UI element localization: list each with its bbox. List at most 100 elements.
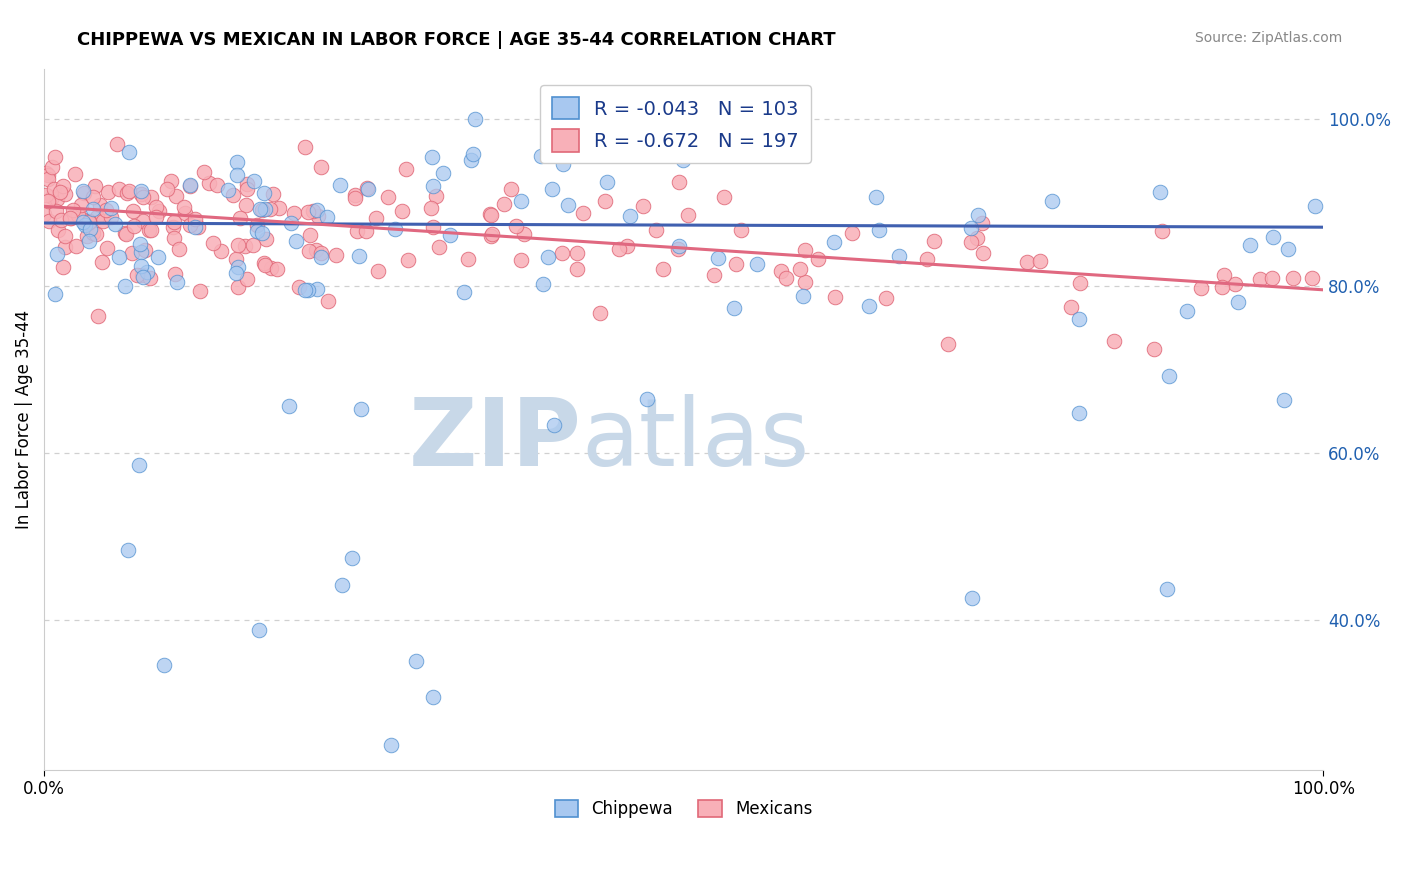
Point xyxy=(63,168,86,182)
Point xyxy=(72,214,94,228)
Point xyxy=(145,210,167,224)
Point xyxy=(246,219,269,233)
Point xyxy=(672,153,695,168)
Point xyxy=(226,280,249,294)
Point xyxy=(432,166,454,180)
Point xyxy=(366,211,388,226)
Point xyxy=(481,227,503,241)
Y-axis label: In Labor Force | Age 35-44: In Labor Force | Age 35-44 xyxy=(15,310,32,529)
Point xyxy=(631,199,654,213)
Point xyxy=(479,208,502,222)
Point xyxy=(49,212,72,227)
Point xyxy=(1150,224,1173,238)
Point xyxy=(294,284,316,298)
Point xyxy=(122,219,145,234)
Point xyxy=(350,402,373,417)
Point xyxy=(66,208,89,222)
Point xyxy=(69,198,91,212)
Point xyxy=(453,285,475,300)
Point xyxy=(596,175,619,189)
Point xyxy=(616,239,638,253)
Point xyxy=(118,145,141,160)
Text: ZIP: ZIP xyxy=(408,394,581,486)
Point xyxy=(357,182,380,196)
Point xyxy=(252,255,274,269)
Text: atlas: atlas xyxy=(581,394,810,486)
Point xyxy=(565,261,588,276)
Point xyxy=(305,203,328,218)
Point xyxy=(723,301,745,315)
Point xyxy=(252,226,274,240)
Point xyxy=(46,223,69,237)
Point xyxy=(307,209,329,223)
Point xyxy=(46,246,69,260)
Point xyxy=(824,290,846,304)
Point xyxy=(1223,277,1246,291)
Point xyxy=(79,222,101,236)
Point xyxy=(205,178,228,192)
Point xyxy=(794,243,817,257)
Point xyxy=(384,222,406,236)
Point xyxy=(107,250,129,264)
Point xyxy=(162,214,184,228)
Point xyxy=(377,190,399,204)
Point xyxy=(179,178,201,193)
Point xyxy=(44,151,66,165)
Point xyxy=(131,268,153,282)
Point xyxy=(668,175,690,189)
Point xyxy=(73,186,96,200)
Point xyxy=(463,147,485,161)
Point xyxy=(260,261,283,276)
Point xyxy=(344,188,367,202)
Point xyxy=(966,231,988,245)
Point xyxy=(425,188,447,202)
Point xyxy=(108,182,131,196)
Point xyxy=(346,224,368,238)
Point xyxy=(439,228,461,243)
Point xyxy=(960,221,983,235)
Point xyxy=(380,738,402,752)
Point xyxy=(676,208,699,222)
Point xyxy=(422,150,444,164)
Point xyxy=(104,217,127,231)
Point xyxy=(396,253,419,268)
Point xyxy=(136,265,159,279)
Point xyxy=(1156,582,1178,596)
Point xyxy=(301,203,323,218)
Point xyxy=(972,246,994,260)
Point xyxy=(131,190,153,204)
Point xyxy=(211,244,233,258)
Point xyxy=(464,112,486,126)
Point xyxy=(174,206,197,220)
Point xyxy=(267,201,290,215)
Point xyxy=(636,392,658,407)
Point xyxy=(619,209,641,223)
Point xyxy=(299,227,322,242)
Point xyxy=(541,181,564,195)
Point xyxy=(250,202,273,217)
Point xyxy=(1261,271,1284,285)
Point xyxy=(115,186,138,201)
Point xyxy=(242,238,264,252)
Point xyxy=(62,203,84,218)
Point xyxy=(179,218,201,232)
Point xyxy=(1277,242,1299,256)
Point xyxy=(159,174,181,188)
Point xyxy=(162,219,184,234)
Point xyxy=(280,216,302,230)
Point xyxy=(494,197,516,211)
Point xyxy=(129,245,152,260)
Text: Source: ZipAtlas.com: Source: ZipAtlas.com xyxy=(1195,31,1343,45)
Point xyxy=(966,208,988,222)
Point xyxy=(89,198,111,212)
Point xyxy=(236,182,259,196)
Point xyxy=(1040,194,1063,208)
Point xyxy=(427,240,450,254)
Point xyxy=(129,186,152,201)
Point xyxy=(841,227,863,241)
Point xyxy=(129,184,152,198)
Point xyxy=(262,186,284,201)
Point xyxy=(1060,300,1083,314)
Point xyxy=(233,239,256,253)
Point xyxy=(347,249,370,263)
